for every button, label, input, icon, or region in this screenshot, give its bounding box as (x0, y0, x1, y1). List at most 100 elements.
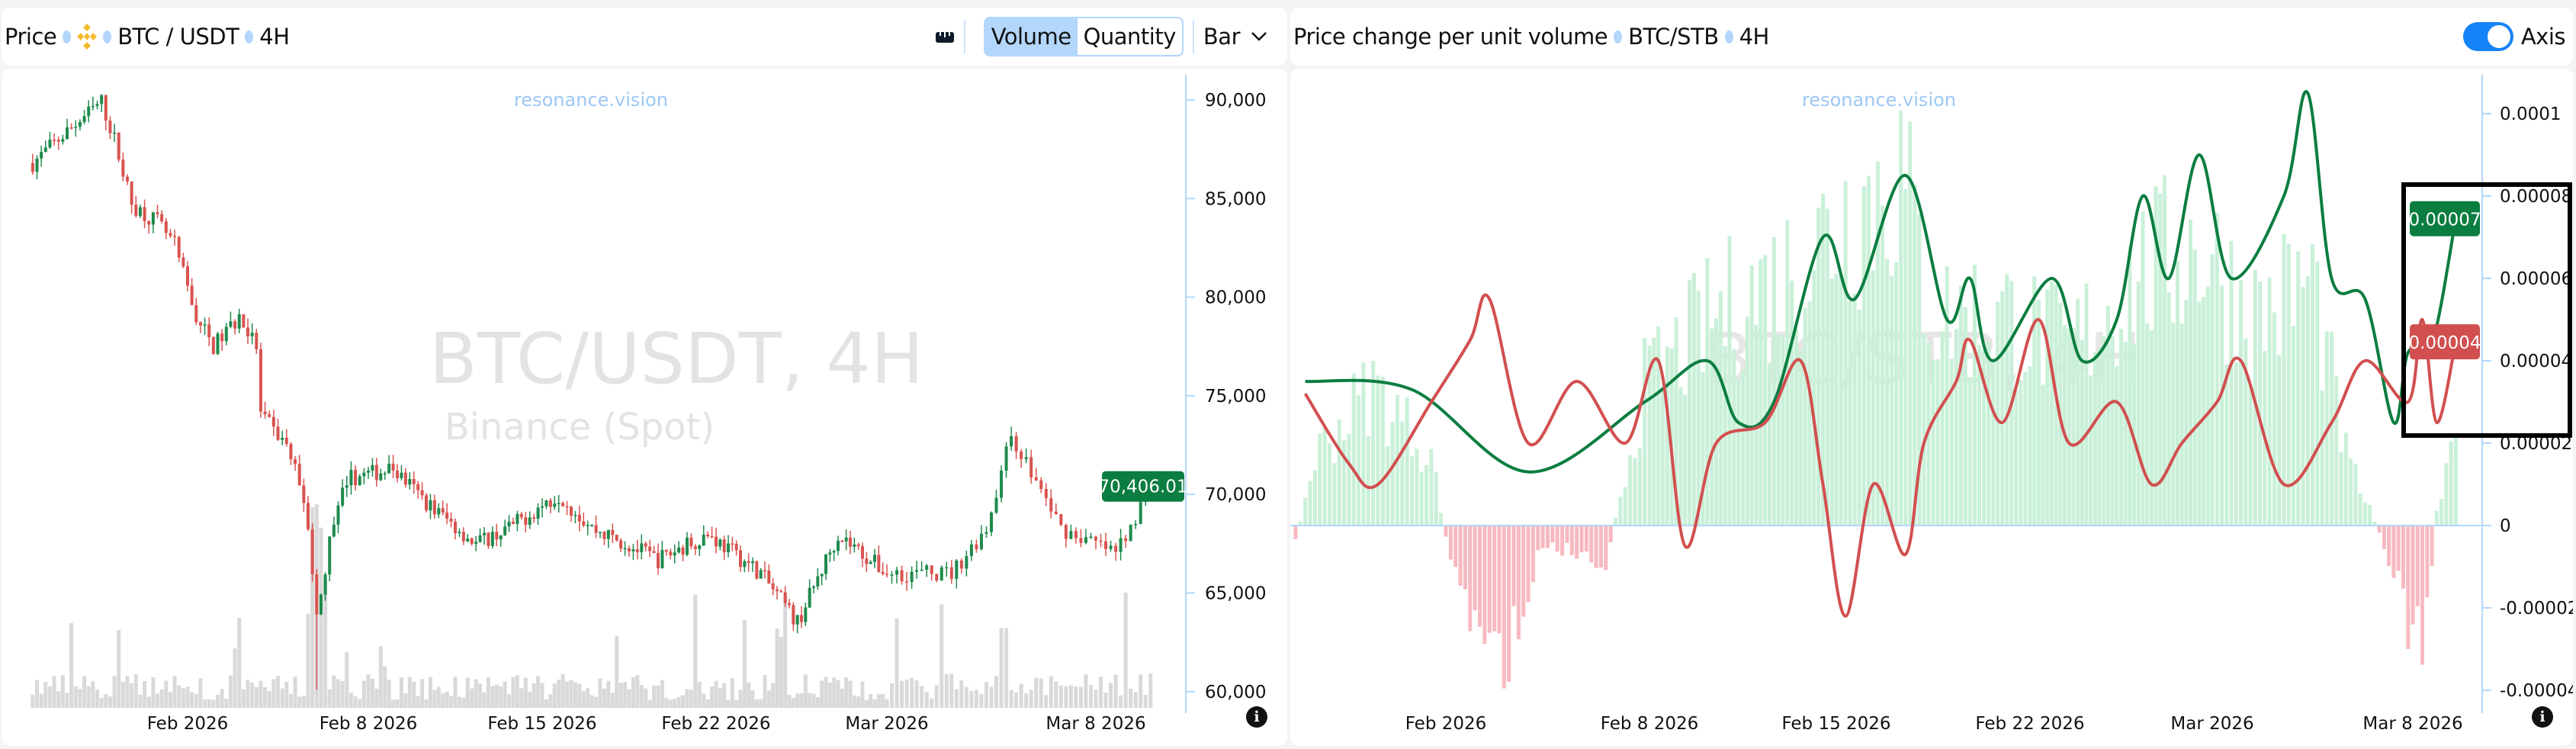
histogram-bar (1351, 373, 1356, 526)
volume-bar (306, 613, 310, 708)
candle-body (379, 473, 383, 481)
divider (1192, 20, 1194, 53)
candle-body (686, 537, 689, 555)
candle-body (250, 333, 254, 337)
watermark-site: resonance.vision (514, 89, 668, 111)
candle-body (383, 473, 387, 475)
volume-bar (478, 683, 483, 708)
histogram-bar (2434, 510, 2439, 526)
candle-body (408, 478, 412, 485)
volume-bar (237, 618, 242, 708)
histogram-bar (2192, 249, 2197, 526)
candle-body (164, 221, 168, 233)
histogram-bar (1852, 293, 1857, 526)
axis-toggle[interactable] (2462, 22, 2513, 51)
pcpuv-panel-header: Price change per unit volume BTC/STB 4H … (1290, 8, 2573, 66)
volume-bar (557, 680, 561, 708)
chart-type-dropdown[interactable]: Bar (1203, 24, 1267, 50)
pcpuv-chart[interactable]: resonance.vision BTC/STB, 4H 0.00010.000… (1290, 69, 2573, 746)
volume-bar (461, 697, 466, 708)
volume-button[interactable]: Volume (984, 18, 1078, 55)
candle-body (495, 532, 499, 540)
volume-bar (82, 676, 87, 708)
panel-title: Price (5, 24, 57, 50)
ruler-icon[interactable] (935, 29, 955, 44)
histogram-bar (2102, 336, 2106, 526)
histogram-bar (2449, 441, 2453, 526)
volume-bar (771, 683, 776, 708)
info-icon[interactable]: i (1246, 706, 1267, 728)
price-chart[interactable]: resonance.vision BTC/USDT, 4H Binance (S… (2, 69, 1287, 746)
volume-bar (787, 694, 792, 708)
volume-bar (284, 681, 289, 708)
interval-label[interactable]: 4H (259, 24, 290, 50)
histogram-bar (1342, 440, 1346, 526)
histogram-bar (2391, 526, 2396, 578)
histogram-bar (2076, 298, 2080, 526)
candle-body (207, 324, 211, 338)
volume-bar (586, 688, 590, 708)
volume-bar (327, 689, 332, 708)
volume-bar (190, 692, 194, 708)
candle-body (95, 104, 99, 106)
volume-bar (610, 693, 615, 708)
separator-dot (1724, 30, 1733, 43)
histogram-bar (1439, 513, 1444, 526)
histogram-bar (1922, 334, 1926, 526)
histogram-bar (1903, 188, 1908, 526)
candle-body (657, 552, 660, 568)
volume-bar (146, 696, 151, 708)
last-price-badge (1102, 471, 1184, 502)
candle-body (767, 570, 771, 583)
candle-body (1044, 489, 1048, 499)
histogram-bar (2080, 339, 2084, 526)
volume-bar (99, 698, 104, 708)
volume-bar (1029, 690, 1033, 708)
histogram-bar (1569, 526, 1574, 555)
quantity-button[interactable]: Quantity (1083, 24, 1177, 50)
histogram-bar (1710, 328, 1714, 526)
candle-body (619, 540, 623, 549)
volume-bar (340, 680, 345, 708)
volume-bar (718, 688, 722, 708)
volume-bar (216, 694, 220, 708)
volume-bar (852, 695, 856, 708)
histogram-bar (1880, 205, 1884, 526)
histogram-bar (1996, 301, 2000, 526)
time-tick-label: Feb 22 2026 (1975, 714, 2084, 734)
time-tick-label: Mar 2026 (845, 714, 928, 734)
pcpuv-chart-card: resonance.vision BTC/STB, 4H 0.00010.000… (1290, 69, 2573, 746)
pair-label[interactable]: BTC / USDT (117, 24, 239, 50)
candle-body (865, 558, 869, 564)
candle-body (87, 106, 91, 117)
volume-bar (540, 683, 544, 708)
volume-bar (39, 693, 43, 708)
volume-bar (399, 677, 403, 708)
info-icon[interactable]: i (2532, 706, 2553, 728)
volume-bar (994, 676, 999, 708)
candle-body (949, 567, 953, 579)
volume-bar (876, 693, 881, 708)
candle-body (689, 537, 693, 547)
volume-bar (130, 683, 134, 708)
candle-body (994, 497, 998, 513)
histogram-bar (1954, 329, 1958, 526)
candle-body (1129, 525, 1132, 542)
histogram-bar (1696, 291, 1701, 526)
candle-body (220, 333, 224, 342)
candle-body (1089, 536, 1093, 538)
last-value-label: 0.00007 (2408, 211, 2481, 230)
volume-bar (1148, 673, 1153, 708)
pair-label[interactable]: BTC/STB (1628, 24, 1719, 50)
volume-bar (779, 636, 783, 708)
histogram-bar (1899, 110, 1903, 526)
volume-bar (697, 682, 702, 708)
chart-type-value: Bar (1203, 24, 1241, 50)
candle-body (1074, 531, 1078, 538)
candle-body (615, 535, 618, 541)
volume-bar (228, 675, 233, 708)
volume-bar (969, 690, 974, 708)
interval-label[interactable]: 4H (1739, 24, 1770, 50)
volume-bar (824, 677, 828, 708)
volume-bar (65, 693, 69, 708)
